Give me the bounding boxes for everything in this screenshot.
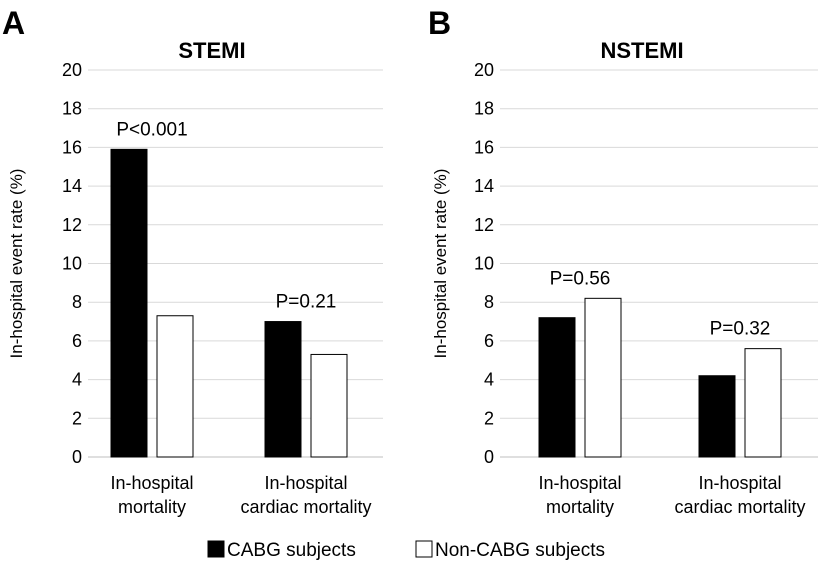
- y-tick-label: 6: [72, 331, 82, 351]
- bar-cabg: [698, 375, 736, 458]
- p-value-annotation: P=0.32: [710, 319, 771, 340]
- y-axis-label: In-hospital event rate (%): [7, 169, 26, 359]
- y-tick-label: 16: [62, 137, 82, 157]
- panel-letter: A: [2, 5, 25, 41]
- p-value-annotation: P=0.56: [550, 268, 611, 289]
- x-category-label: In-hospital: [698, 473, 781, 493]
- y-tick-label: 16: [474, 137, 494, 157]
- x-category-label: In-hospital: [264, 473, 347, 493]
- x-category-label: In-hospital: [538, 473, 621, 493]
- y-tick-label: 10: [62, 254, 82, 274]
- x-category-label: cardiac mortality: [674, 497, 805, 517]
- bar-non-cabg: [584, 297, 622, 458]
- y-tick-label: 0: [72, 447, 82, 467]
- y-tick-label: 18: [474, 99, 494, 119]
- y-tick-label: 8: [484, 292, 494, 312]
- x-category-label: mortality: [546, 497, 614, 517]
- y-tick-label: 2: [484, 408, 494, 428]
- legend-label-non-cabg: Non-CABG subjects: [435, 540, 605, 561]
- y-tick-label: 14: [474, 176, 494, 196]
- p-value-annotation: P=0.21: [276, 292, 337, 313]
- y-tick-label: 12: [474, 215, 494, 235]
- y-tick-label: 14: [62, 176, 82, 196]
- bar-cabg: [264, 321, 302, 458]
- bar-non-cabg: [744, 348, 782, 458]
- legend: CABG subjects Non-CABG subjects: [207, 540, 605, 561]
- x-category-label: cardiac mortality: [240, 497, 371, 517]
- y-tick-label: 10: [474, 254, 494, 274]
- x-category-label: In-hospital: [110, 473, 193, 493]
- bar-cabg: [110, 148, 148, 458]
- y-tick-label: 4: [72, 370, 82, 390]
- bar-non-cabg: [156, 315, 194, 458]
- legend-swatch-cabg: [207, 540, 225, 558]
- y-tick-label: 8: [72, 292, 82, 312]
- y-axis-label: In-hospital event rate (%): [431, 169, 450, 359]
- legend-label-cabg: CABG subjects: [227, 540, 356, 561]
- bar-cabg: [538, 317, 576, 458]
- y-tick-label: 20: [474, 60, 494, 80]
- y-tick-label: 18: [62, 99, 82, 119]
- bar-non-cabg: [310, 353, 348, 458]
- y-tick-label: 6: [484, 331, 494, 351]
- panel-b: B NSTEMI In-hospital event rate (%) 0 2 4 6 8 10…: [428, 5, 818, 517]
- y-tick-label: 12: [62, 215, 82, 235]
- y-tick-label: 0: [484, 447, 494, 467]
- x-category-label: mortality: [118, 497, 186, 517]
- chart-title: NSTEMI: [600, 38, 683, 63]
- chart-title: STEMI: [178, 38, 245, 63]
- y-tick-label: 4: [484, 370, 494, 390]
- panel-letter: B: [428, 5, 451, 41]
- y-tick-label: 2: [72, 408, 82, 428]
- y-tick-label: 20: [62, 60, 82, 80]
- p-value-annotation: P<0.001: [116, 119, 187, 140]
- panel-a: A STEMI In-hospital event rate (%) 0 2 4 6 8 10 1…: [2, 5, 383, 517]
- legend-swatch-non-cabg: [415, 540, 433, 558]
